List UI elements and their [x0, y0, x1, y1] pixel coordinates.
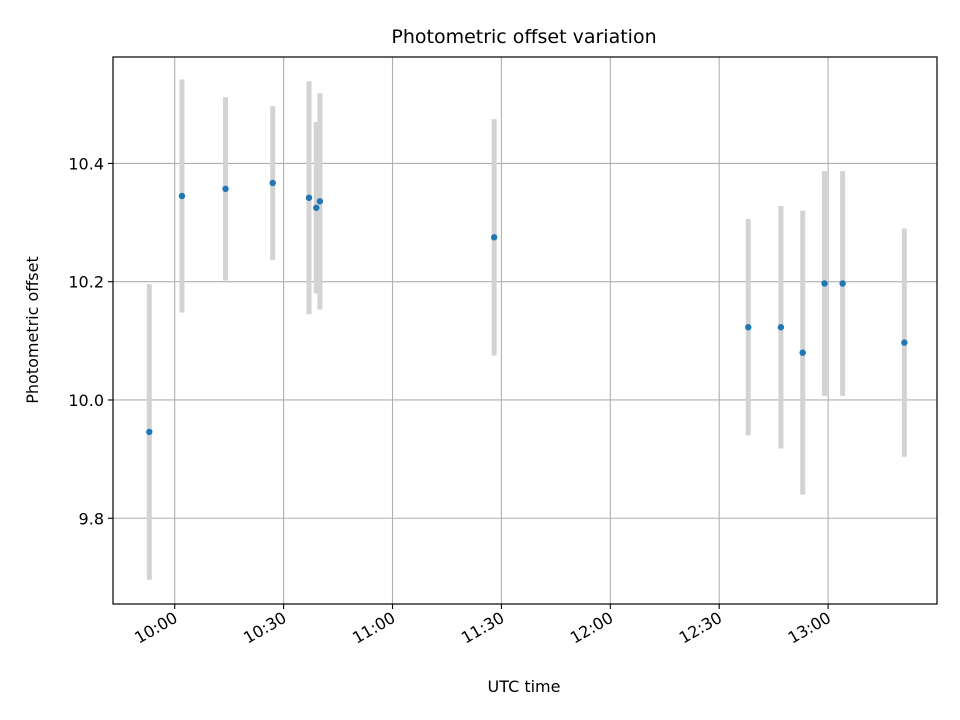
x-axis-label: UTC time	[488, 677, 561, 696]
x-axis-ticks: 10:00 10:30 11:00 11:30 12:00 12:30 13:00	[131, 604, 834, 648]
data-point	[745, 324, 752, 331]
grid	[113, 57, 937, 604]
data-point	[222, 185, 229, 193]
data-point	[839, 280, 846, 287]
x-tick-label: 12:30	[676, 608, 725, 648]
x-tick-label: 11:00	[349, 608, 398, 648]
chart-title: Photometric offset variation	[391, 26, 656, 48]
x-tick-label: 12:00	[567, 608, 616, 648]
y-tick-label: 10.2	[68, 273, 104, 292]
y-tick-label: 10.0	[68, 391, 104, 410]
y-tick-label: 10.4	[68, 154, 104, 173]
data-point	[901, 339, 908, 346]
data-point	[305, 194, 313, 201]
y-axis-label: Photometric offset	[23, 256, 42, 404]
x-tick-label: 10:00	[131, 608, 180, 648]
plot-frame	[112, 56, 938, 605]
data-point	[146, 428, 153, 436]
data-point	[490, 234, 498, 241]
data-point	[799, 349, 806, 356]
x-tick-label: 13:00	[785, 608, 834, 648]
data-point	[313, 204, 320, 211]
data-point	[269, 179, 276, 187]
x-tick-label: 10:30	[240, 608, 289, 648]
y-axis-ticks: 9.8 10.0 10.2 10.4	[68, 154, 113, 528]
error-bars	[146, 79, 907, 580]
data-point	[777, 324, 785, 331]
data-point	[316, 198, 324, 205]
x-tick-label: 11:30	[458, 608, 507, 648]
data-point	[821, 280, 828, 287]
y-tick-label: 9.8	[79, 509, 104, 528]
data-point	[178, 192, 186, 200]
data-points	[146, 179, 908, 436]
